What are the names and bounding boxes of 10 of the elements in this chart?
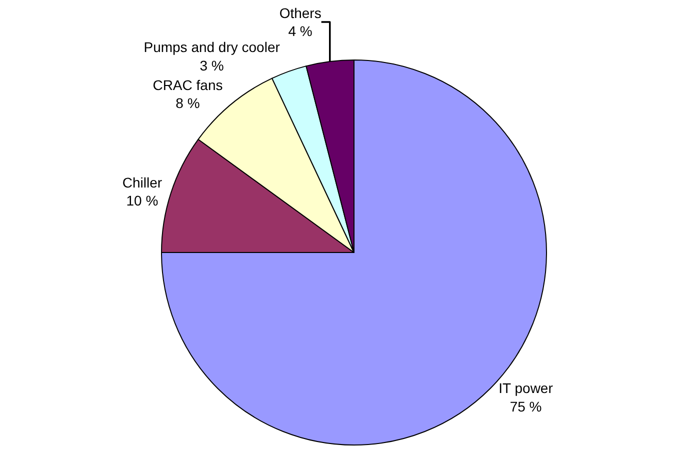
data-label: 3 % [200, 57, 224, 74]
data-label: 4 % [288, 23, 312, 40]
data-label: 75 % [510, 398, 542, 414]
slice-label: Others [279, 4, 322, 21]
slice-label: CRAC fans [152, 76, 223, 93]
slice-label: Chiller [122, 174, 162, 190]
data-label: 8 % [176, 95, 200, 112]
data-label: 10 % [126, 192, 158, 208]
slice-label: IT power [498, 380, 554, 396]
slice-label: Pumps and dry cooler [144, 39, 280, 56]
